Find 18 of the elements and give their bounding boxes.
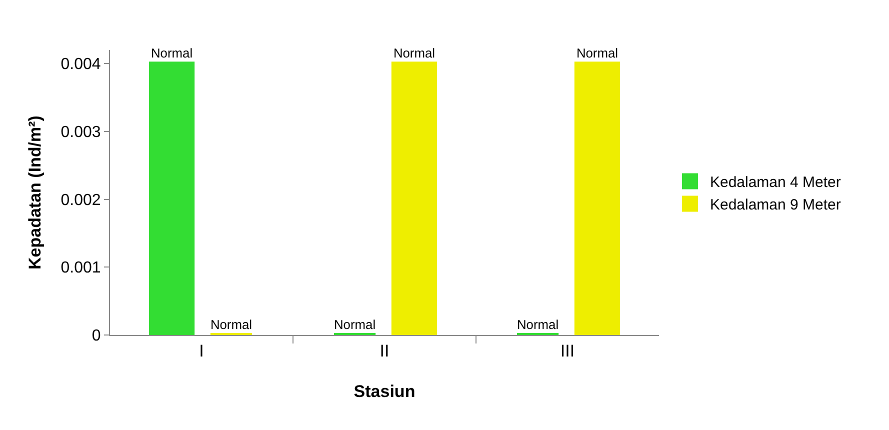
data-label: Normal (150, 46, 193, 61)
x-tick-label: II (380, 341, 390, 360)
x-axis-title: Stasiun (354, 382, 416, 401)
x-tick-label: I (199, 341, 204, 360)
y-axis-title: Kepadatan (Ind/m²) (25, 116, 44, 270)
data-label: Normal (576, 46, 618, 61)
data-label: Normal (334, 316, 376, 332)
legend-label: Kedalaman 4 Meter (710, 174, 841, 192)
y-tick-label: 0 (92, 328, 101, 345)
y-tick-label: 0.001 (60, 260, 101, 277)
y-tick-label: 0.002 (60, 192, 101, 209)
data-label: Normal (210, 316, 252, 332)
y-tick-label: 0.004 (60, 56, 101, 74)
y-tick-label: 0.003 (60, 124, 101, 142)
x-tick-label: III (560, 341, 575, 360)
legend-label: Kedalaman 9 Meter (710, 196, 841, 214)
data-label: Normal (393, 46, 436, 61)
data-label: Normal (516, 316, 559, 332)
